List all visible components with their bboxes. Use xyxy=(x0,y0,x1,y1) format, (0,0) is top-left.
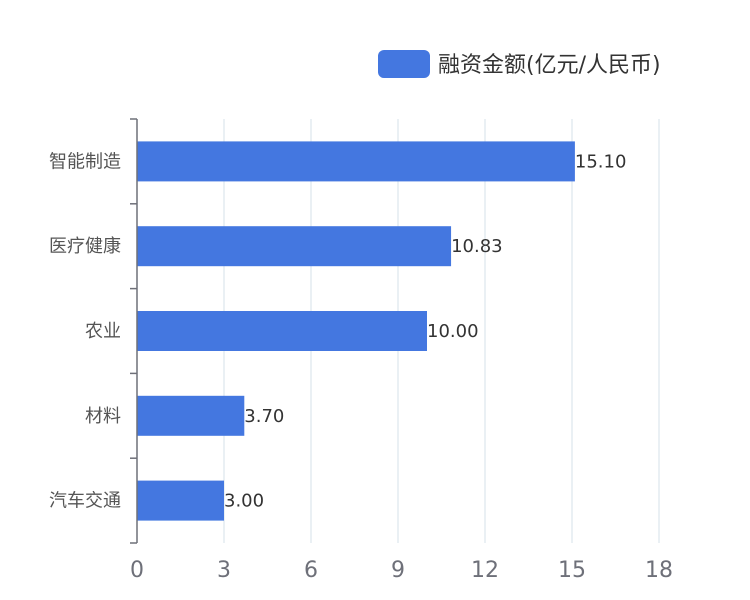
bar xyxy=(137,226,452,267)
category-label: 医疗健康 xyxy=(49,236,121,257)
x-tick-label: 0 xyxy=(130,558,144,583)
x-tick-label: 3 xyxy=(217,558,231,583)
legend-label: 融资金额(亿元/人民币) xyxy=(438,53,661,78)
data-label: 10.83 xyxy=(451,236,503,257)
data-labels: 15.10 10.83 10.00 3.70 3.00 xyxy=(224,151,626,511)
x-tick-label: 15 xyxy=(558,558,586,583)
data-label: 15.10 xyxy=(575,151,627,172)
bar xyxy=(137,311,427,351)
data-label: 10.00 xyxy=(427,321,479,342)
legend-swatch xyxy=(378,50,430,78)
x-tick-label: 9 xyxy=(391,558,405,583)
category-label: 汽车交通 xyxy=(49,491,121,512)
bar xyxy=(137,480,224,521)
bars xyxy=(137,141,575,521)
category-label: 农业 xyxy=(85,321,121,342)
bar xyxy=(137,141,575,182)
x-tick-label: 6 xyxy=(304,558,318,583)
x-tick-label: 18 xyxy=(645,558,673,583)
data-label: 3.00 xyxy=(224,491,264,512)
x-tick-label: 12 xyxy=(471,558,499,583)
category-label: 材料 xyxy=(85,406,121,427)
bar xyxy=(137,395,245,436)
category-label: 智能制造 xyxy=(49,151,121,172)
x-axis-ticks: 0 3 6 9 12 15 18 xyxy=(130,558,673,583)
legend[interactable]: 融资金额(亿元/人民币) xyxy=(378,50,661,78)
data-label: 3.70 xyxy=(244,406,284,427)
